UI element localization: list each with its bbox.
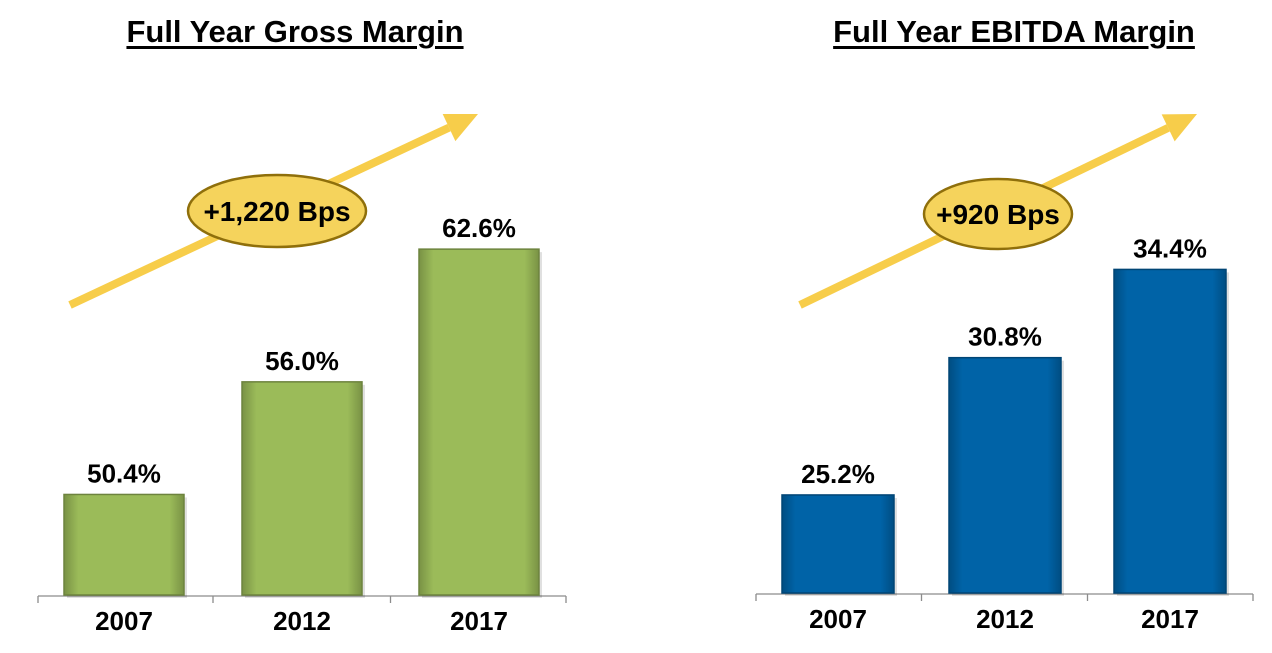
gross-value-label-2012: 56.0% xyxy=(265,346,339,376)
gross-category-label-2012: 2012 xyxy=(273,606,331,636)
gross-chart: +1,220 Bps 50.4% 2007 56.0% 2012 62.6% 2017 xyxy=(37,113,567,636)
gross-bar-2012 xyxy=(241,381,363,596)
ebitda-value-label-2007: 25.2% xyxy=(801,459,875,489)
gross-trend-arrow-head xyxy=(442,113,478,142)
gross-value-label-2017: 62.6% xyxy=(442,213,516,243)
gross-margin-title: Full Year Gross Margin xyxy=(126,14,464,49)
ebitda-bar-2012 xyxy=(948,356,1062,594)
gross-bar-2007 xyxy=(63,493,185,596)
ebitda-bps-badge xyxy=(922,177,1074,251)
ebitda-trend-arrow-head xyxy=(1161,114,1197,142)
gross-bps-badge xyxy=(186,173,368,249)
ebitda-value-label-2017: 34.4% xyxy=(1133,233,1207,263)
ebitda-category-label-2017: 2017 xyxy=(1141,604,1199,634)
ebitda-chart: +920 Bps 25.2% 2007 30.8% 2012 34.4% 2017 xyxy=(755,114,1254,634)
ebitda-margin-title: Full Year EBITDA Margin xyxy=(833,14,1195,49)
ebitda-category-label-2007: 2007 xyxy=(809,604,867,634)
gross-value-label-2007: 50.4% xyxy=(87,458,161,488)
ebitda-value-label-2012: 30.8% xyxy=(968,322,1042,352)
gross-bar-2017 xyxy=(418,248,540,596)
ebitda-category-label-2012: 2012 xyxy=(976,604,1034,634)
gross-category-label-2007: 2007 xyxy=(95,606,153,636)
gross-category-label-2017: 2017 xyxy=(450,606,508,636)
ebitda-bar-2017 xyxy=(1113,268,1227,594)
ebitda-bps-badge-label: +920 Bps xyxy=(936,199,1060,230)
gross-bps-badge-label: +1,220 Bps xyxy=(203,196,350,227)
ebitda-bar-2007 xyxy=(781,494,895,594)
